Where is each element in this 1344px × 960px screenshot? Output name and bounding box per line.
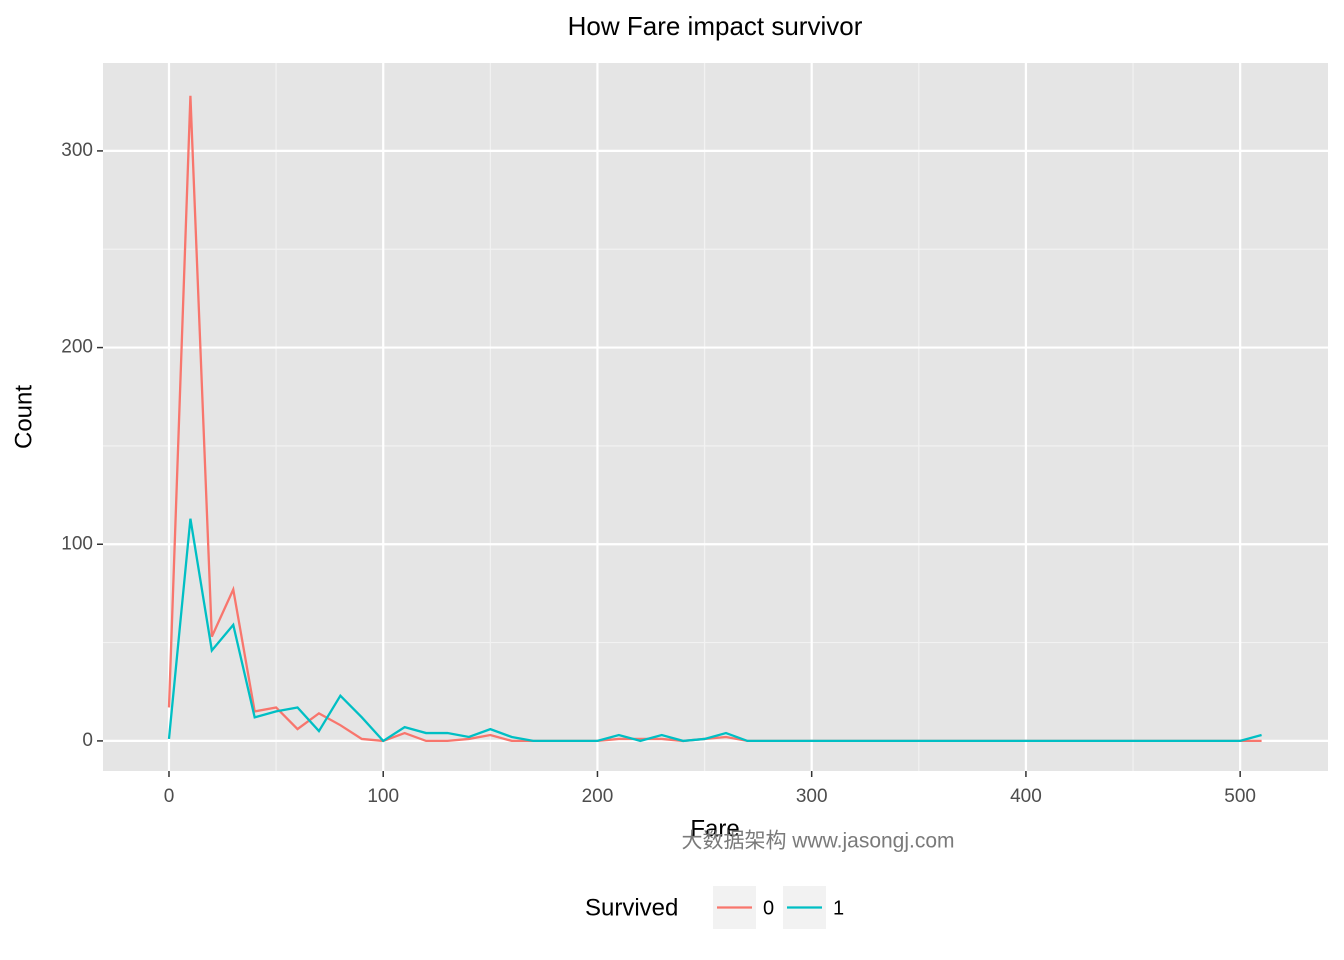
- series-line: [167, 518, 1262, 743]
- legend-title: Survived: [585, 894, 678, 921]
- watermark: 大数据架构 www.jasongj.com: [681, 830, 954, 853]
- legend-label: 0: [763, 897, 774, 919]
- x-tick-label: 100: [367, 786, 399, 807]
- y-axis-label: Count: [10, 385, 37, 449]
- x-axis-label: Fare: [690, 815, 739, 842]
- chart-title: How Fare impact survivor: [568, 11, 863, 41]
- y-tick-label: 300: [61, 140, 93, 161]
- panel: [103, 63, 1328, 771]
- x-tick-label: 200: [582, 786, 614, 807]
- x-tick-label: 0: [164, 786, 175, 807]
- y-tick-label: 0: [82, 730, 93, 751]
- x-tick-label: 500: [1224, 786, 1256, 807]
- x-tick-label: 300: [796, 786, 828, 807]
- y-tick-label: 200: [61, 337, 93, 358]
- y-tick-label: 100: [61, 533, 93, 554]
- x-tick-label: 400: [1010, 786, 1042, 807]
- legend-label: 1: [833, 897, 844, 919]
